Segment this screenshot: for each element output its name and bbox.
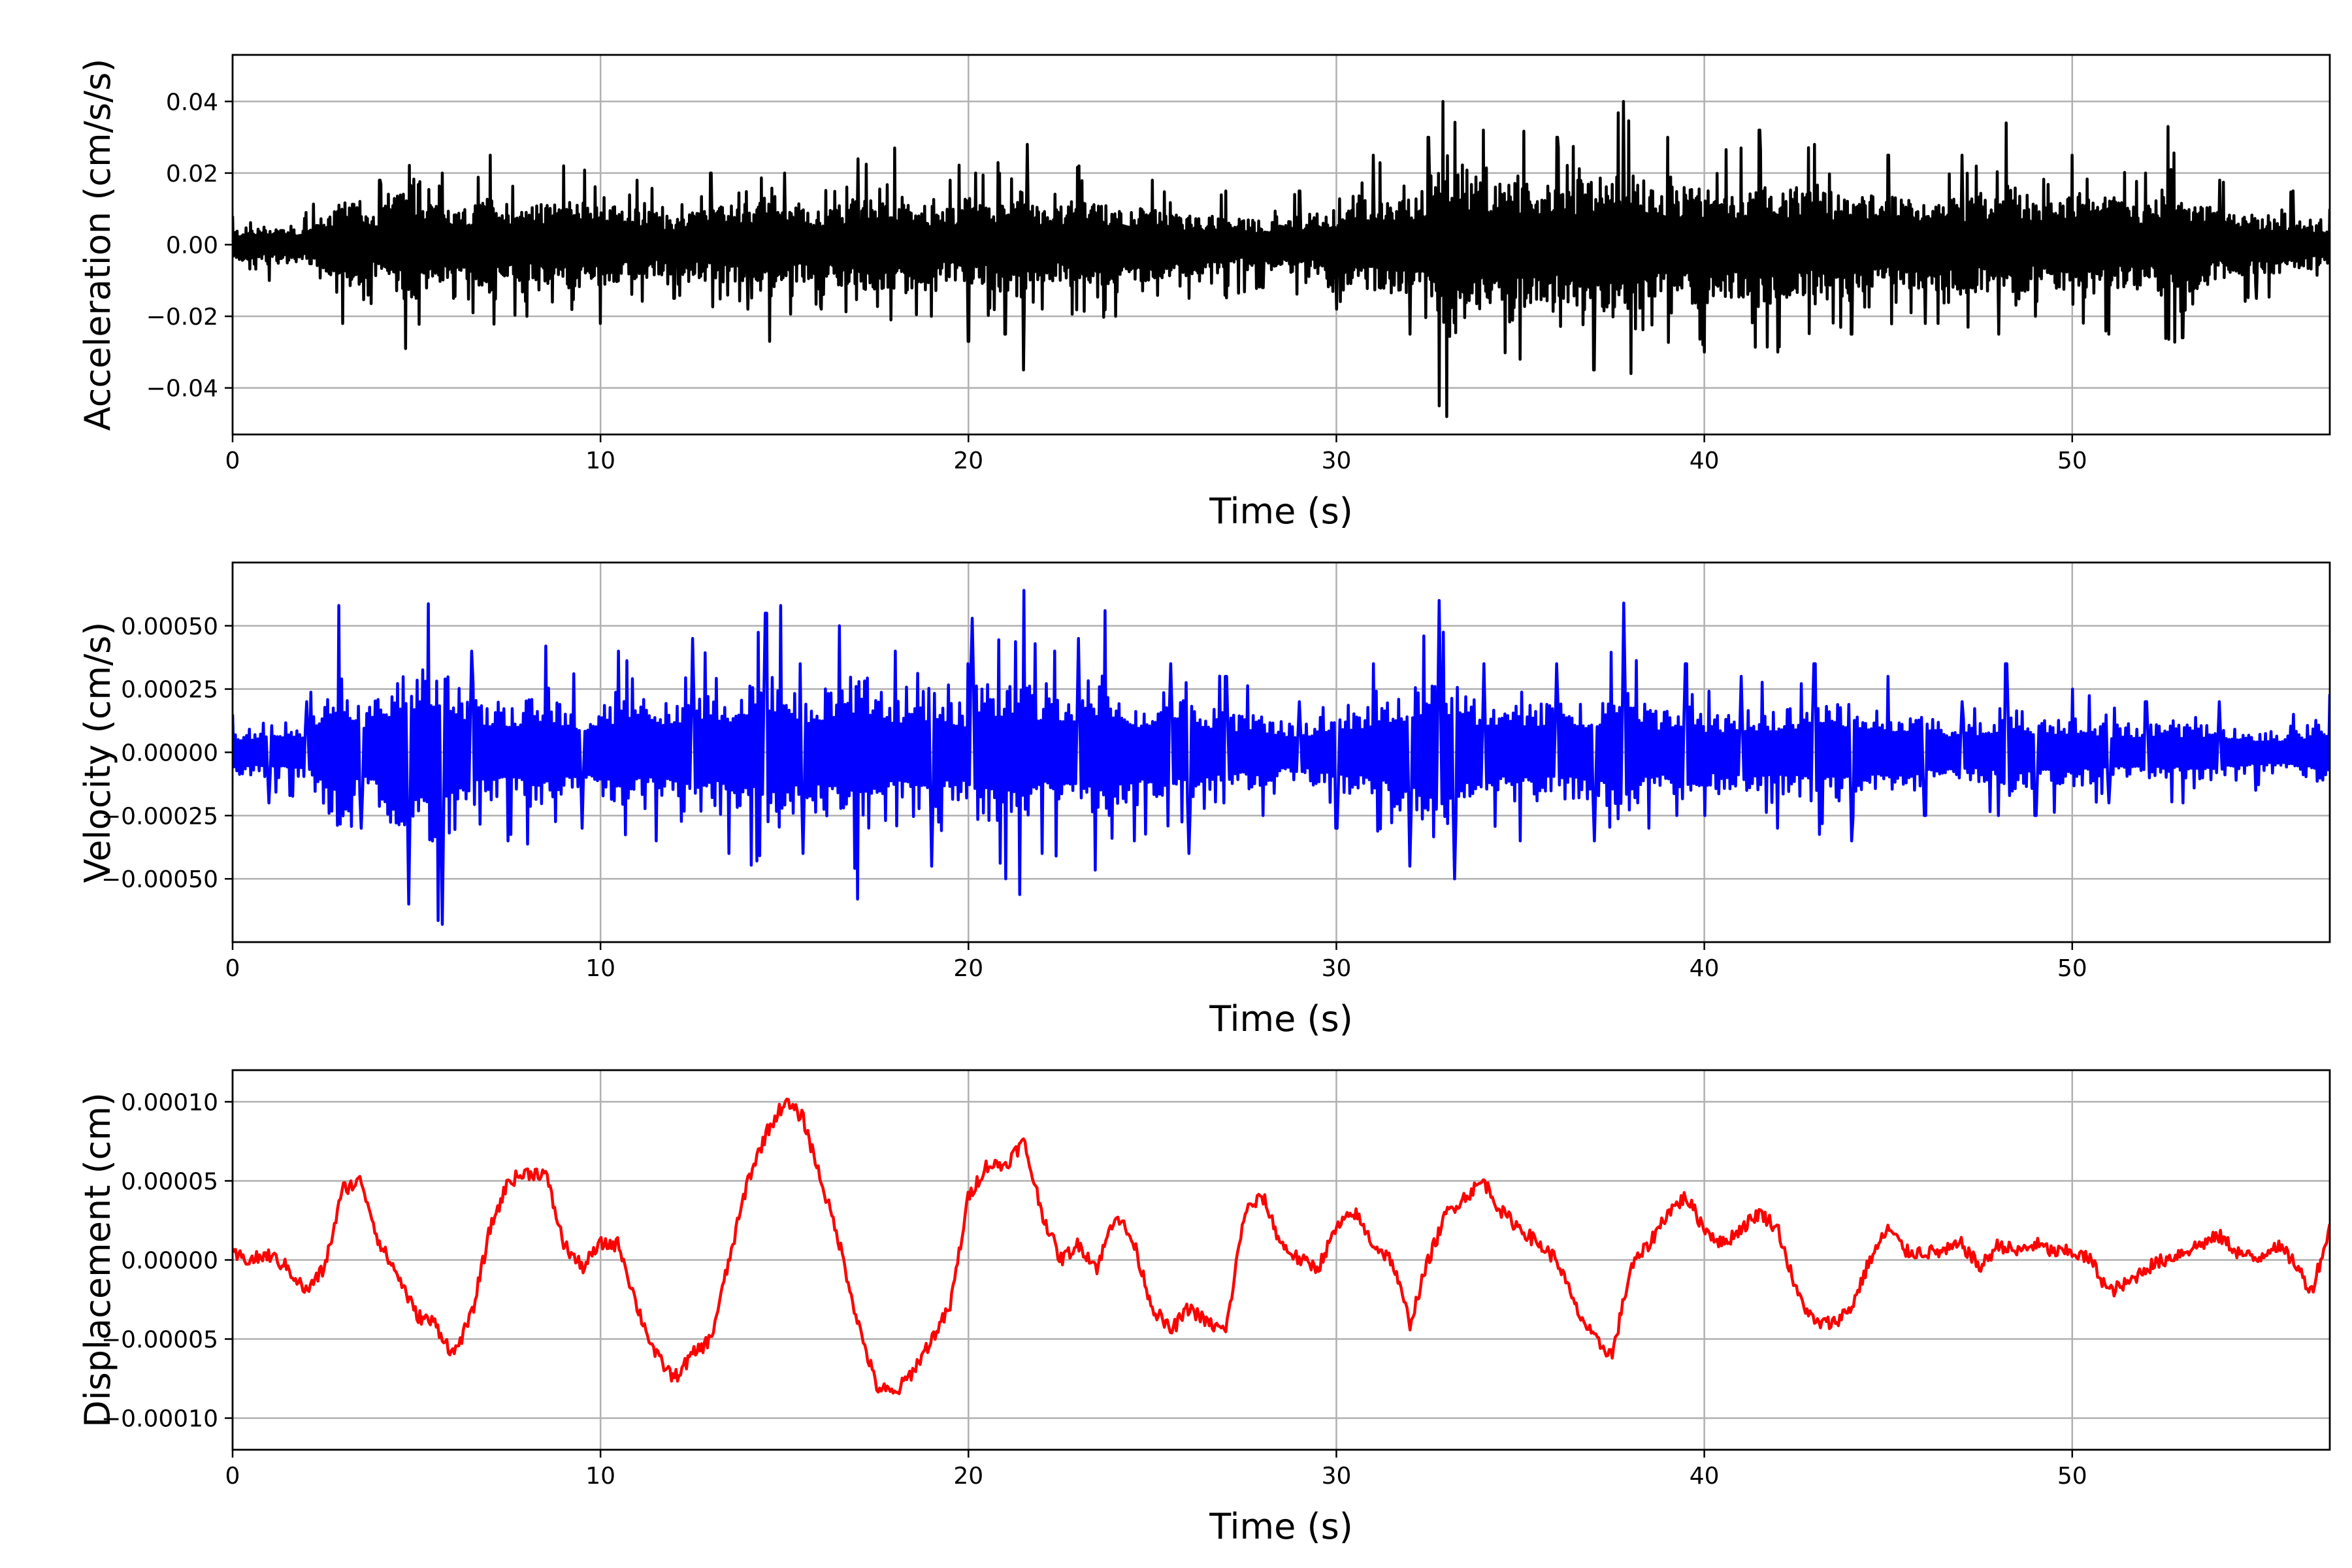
- y-tick-label: −0.02: [146, 304, 218, 331]
- acceleration-axes-frame: [231, 54, 2331, 436]
- x-tick-label: 40: [1690, 1463, 1720, 1490]
- velocity-series-line: [233, 589, 2330, 926]
- y-tick-label: 0.00010: [121, 1089, 218, 1116]
- y-tick-label: 0.00000: [121, 740, 218, 767]
- y-tick-label: 0.00005: [121, 1168, 218, 1195]
- displacement-axes-frame: [231, 1069, 2331, 1451]
- x-tick-label: 50: [2057, 955, 2087, 982]
- x-tick-label: 0: [225, 448, 240, 474]
- x-tick-label: 30: [1322, 955, 1352, 982]
- x-tick-label: 40: [1690, 448, 1720, 474]
- displacement-series-line: [233, 1098, 2330, 1396]
- y-tick-label: 0.00050: [121, 613, 218, 640]
- y-axis-label: Velocity (cm/s): [77, 622, 118, 883]
- y-axis-label: Displacement (cm): [77, 1092, 118, 1428]
- x-tick-label: 0: [225, 1463, 240, 1490]
- x-tick-label: 10: [585, 448, 615, 474]
- x-tick-label: 0: [225, 955, 240, 982]
- x-tick-label: 30: [1322, 448, 1352, 474]
- x-tick-label: 10: [585, 955, 615, 982]
- x-tick-label: 20: [953, 448, 983, 474]
- y-tick-label: 0.04: [166, 89, 218, 116]
- y-tick-label: 0.00025: [121, 677, 218, 704]
- x-tick-label: 20: [953, 1463, 983, 1490]
- y-tick-label: −0.04: [146, 376, 218, 402]
- velocity-axes-frame: [231, 561, 2331, 943]
- x-tick-label: 20: [953, 955, 983, 982]
- displacement-panel: 0 10 20 30 40 50 −0.00010 −0.00005 0.00000 0.0000…: [77, 1069, 2331, 1547]
- y-tick-label: 0.00000: [121, 1248, 218, 1275]
- acceleration-series-line: [233, 100, 2330, 418]
- x-tick-label: 50: [2057, 448, 2087, 474]
- x-tick-label: 10: [585, 1463, 615, 1490]
- x-tick-label: 30: [1322, 1463, 1352, 1490]
- y-axis-label: Acceleration (cm/s/s): [77, 59, 118, 431]
- y-tick-label: −0.00050: [101, 866, 218, 893]
- x-axis-label: Time (s): [1209, 1506, 1353, 1547]
- x-tick-label: 50: [2057, 1463, 2087, 1490]
- y-tick-label: −0.00010: [101, 1406, 218, 1433]
- velocity-panel: 0 10 20 30 40 50 −0.00050 −0.00025 0.00000 0.0002…: [77, 561, 2331, 1039]
- y-tick-label: −0.00025: [101, 803, 218, 830]
- x-tick-label: 40: [1690, 955, 1720, 982]
- acceleration-panel: 0 10 20 30 40 50 −0.04 −0.02 0.00 0.02 0.04 Time (s…: [77, 54, 2331, 532]
- x-axis-label: Time (s): [1209, 998, 1353, 1039]
- y-tick-label: −0.00005: [101, 1327, 218, 1354]
- y-tick-label: 0.02: [166, 161, 218, 188]
- x-axis-label: Time (s): [1209, 491, 1353, 532]
- y-tick-label: 0.00: [166, 233, 218, 259]
